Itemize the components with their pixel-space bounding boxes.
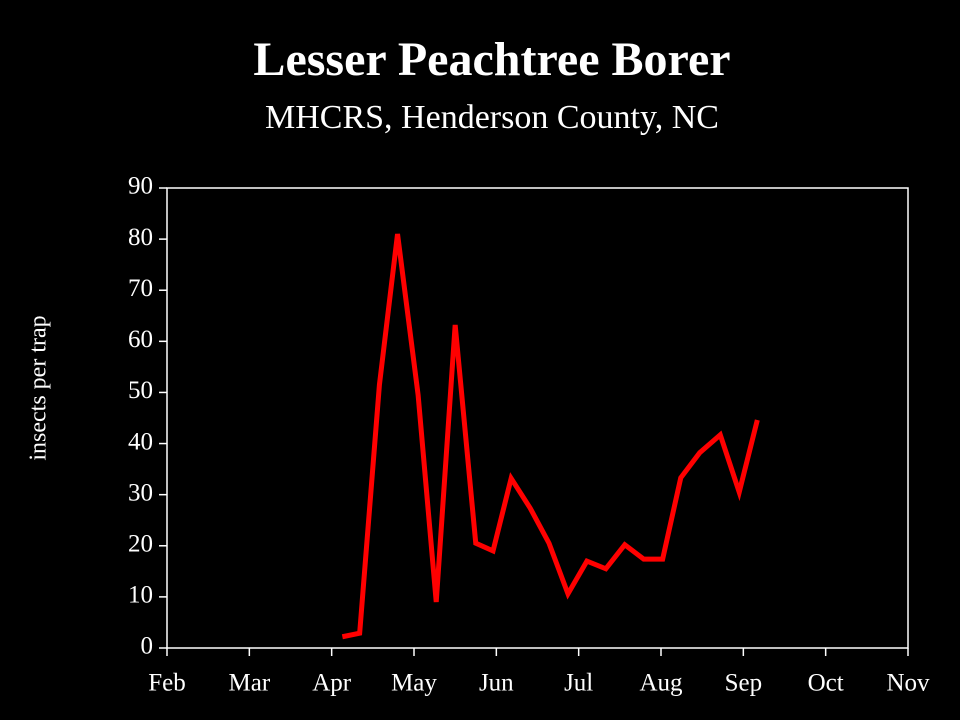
x-tick-label: Apr: [312, 670, 352, 697]
y-tick-label: 40: [128, 428, 153, 455]
y-tick-label: 90: [128, 173, 153, 200]
y-tick-label: 60: [128, 326, 153, 353]
x-tick-label: Nov: [886, 670, 930, 697]
y-tick-label: 0: [141, 633, 154, 660]
x-tick-label: Sep: [725, 670, 763, 697]
x-tick-label: Jun: [479, 670, 514, 697]
data-line: [341, 233, 760, 640]
y-tick-label: 80: [128, 224, 153, 251]
x-tick-label: Jul: [564, 670, 593, 697]
x-tick-label: Feb: [148, 670, 186, 697]
x-tick-label: Mar: [229, 670, 271, 697]
y-tick-label: 20: [128, 531, 153, 558]
plot-frame: [166, 187, 909, 649]
x-tick-label: May: [391, 670, 437, 697]
y-tick-label: 50: [128, 377, 153, 404]
chart-subtitle: MHCRS, Henderson County, NC: [265, 99, 719, 136]
chart-title: Lesser Peachtree Borer: [253, 33, 730, 86]
y-tick-label: 70: [128, 275, 153, 302]
y-axis-label: insects per trap: [26, 315, 52, 460]
y-tick-label: 30: [128, 479, 153, 506]
x-tick-label: Oct: [808, 670, 844, 697]
y-tick-label: 10: [128, 582, 153, 609]
x-tick-label: Aug: [639, 670, 683, 697]
